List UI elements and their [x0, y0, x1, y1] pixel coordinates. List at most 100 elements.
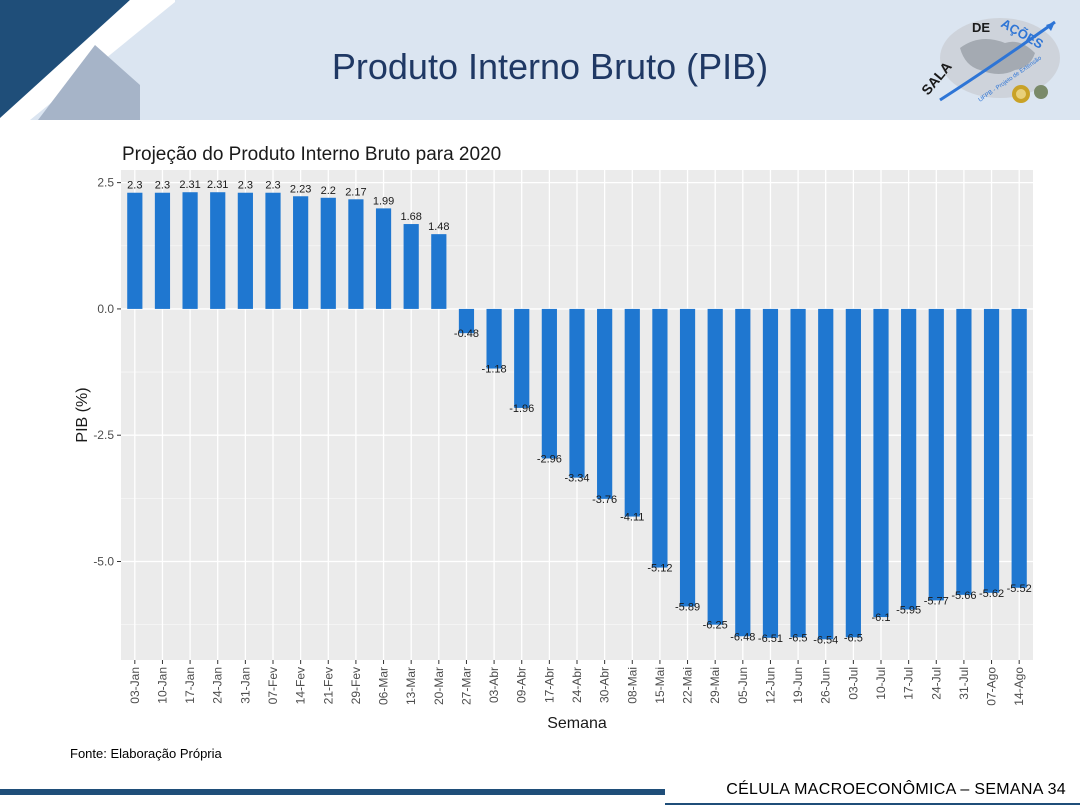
y-tick-label: 0.0: [97, 302, 114, 316]
svg-text:DE: DE: [972, 20, 990, 35]
bar: [624, 308, 640, 517]
x-tick-label: 30-Abr: [598, 667, 612, 703]
bar: [265, 192, 281, 309]
x-tick-label: 14-Ago: [1012, 667, 1026, 706]
bar-value-label: -6.25: [703, 620, 728, 632]
bar: [348, 199, 364, 309]
x-tick-label: 21-Fev: [321, 667, 335, 704]
bar-value-label: 2.31: [207, 179, 228, 191]
x-tick-label: 22-Mai: [681, 667, 695, 704]
bar-value-label: -5.52: [1007, 583, 1032, 595]
bar: [293, 196, 309, 309]
value-labels: 2.3 2.3 2.31 2.31 2.3 2.3 2.23 2.2 2.17 1.99 1.68 1…: [127, 179, 1032, 646]
bar-value-label: -4.11: [620, 512, 644, 524]
x-tick-label: 05-Jun: [736, 667, 750, 704]
bar: [735, 308, 751, 637]
bar-value-label: -6.5: [789, 632, 808, 644]
x-tick-label: 24-Jul: [929, 667, 943, 700]
bar-value-label: -5.12: [647, 563, 672, 575]
bar: [431, 234, 447, 309]
y-axis-title: PIB (%): [74, 387, 91, 442]
y-tick-label: 2.5: [97, 176, 114, 190]
pib-bar-chart: Projeção do Produto Interno Bruto para 2…: [74, 144, 1033, 732]
bar-value-label: -0.48: [454, 328, 479, 340]
x-tick-label: 09-Abr: [515, 667, 529, 703]
bar-value-label: 2.3: [265, 180, 280, 192]
bar-value-label: -5.89: [675, 601, 700, 613]
bar: [652, 308, 668, 568]
bar-value-label: 1.99: [373, 195, 394, 207]
bar-value-label: -5.66: [951, 590, 976, 602]
x-tick-label: 20-Mar: [432, 667, 446, 705]
slide-title: Produto Interno Bruto (PIB): [331, 46, 769, 87]
bar: [983, 308, 1000, 593]
bar: [375, 208, 392, 309]
bar-value-label: -1.96: [509, 403, 534, 415]
x-tick-label: 24-Jan: [211, 667, 225, 704]
bar: [928, 308, 944, 601]
x-tick-label: 17-Jul: [902, 667, 916, 700]
bar-value-label: 2.3: [238, 180, 253, 192]
x-tick-label: 07-Ago: [985, 667, 999, 706]
footer-text: CÉLULA MACROECONÔMICA – SEMANA 34: [726, 781, 1066, 798]
x-tick-label: 26-Jun: [819, 667, 833, 704]
x-tick-label: 31-Jul: [957, 667, 971, 700]
bar-value-label: 2.2: [321, 185, 336, 197]
bar: [514, 308, 530, 408]
x-tick-label: 24-Abr: [570, 667, 584, 703]
bar: [762, 308, 779, 638]
bar-value-label: -5.62: [979, 588, 1004, 600]
x-tick-label: 17-Abr: [542, 667, 556, 703]
bar: [679, 308, 696, 607]
x-tick-label: 29-Fev: [349, 667, 363, 704]
bar: [707, 308, 723, 625]
bar-value-label: -6.48: [730, 631, 755, 643]
footer-underline: [665, 803, 1080, 805]
bar: [210, 192, 226, 309]
x-tick-label: 03-Abr: [487, 667, 501, 703]
bar: [901, 308, 917, 610]
bar: [458, 308, 475, 334]
x-tick-label: 13-Mar: [404, 667, 418, 705]
bar: [569, 308, 585, 478]
bar: [1011, 308, 1027, 588]
bars: [127, 192, 1027, 640]
bar: [956, 308, 972, 595]
bar-value-label: 2.17: [345, 186, 366, 198]
bar: [320, 197, 336, 309]
bar: [154, 192, 171, 309]
bar-value-label: -1.18: [482, 364, 507, 376]
bar: [597, 308, 613, 499]
bar-value-label: 2.3: [155, 180, 170, 192]
bar: [845, 308, 861, 638]
bar: [873, 308, 889, 618]
x-tick-label: 17-Jan: [183, 667, 197, 704]
chart-container: Projeção do Produto Interno Bruto para 2…: [0, 130, 1080, 740]
x-axis: 03-Jan 10-Jan 17-Jan 24-Jan 31-Jan 07-Fev 14-F…: [128, 660, 1026, 706]
x-tick-label: 12-Jun: [763, 667, 777, 704]
slide-header: Produto Interno Bruto (PIB) SALA DE AÇÕE…: [0, 0, 1080, 120]
source-note: Fonte: Elaboração Própria: [70, 746, 222, 761]
bar: [403, 224, 419, 309]
bar-value-label: -6.1: [872, 612, 891, 624]
bar-value-label: 2.3: [127, 180, 142, 192]
x-tick-label: 19-Jun: [791, 667, 805, 704]
y-tick-label: -5.0: [93, 554, 114, 568]
sala-de-acoes-logo: SALA DE AÇÕES UFPB - Projeto de Extensão: [920, 16, 1060, 104]
bar: [790, 308, 806, 638]
corner-decoration: [0, 0, 175, 120]
x-tick-label: 14-Fev: [294, 667, 308, 704]
x-tick-label: 10-Jul: [874, 667, 888, 700]
x-tick-label: 15-Mai: [653, 667, 667, 704]
bar-value-label: 1.68: [400, 211, 421, 223]
bar: [541, 308, 557, 459]
x-tick-label: 29-Mai: [708, 667, 722, 704]
bar-value-label: 2.23: [290, 183, 311, 195]
bar-value-label: -6.5: [844, 632, 863, 644]
y-axis: 2.5 0.0 -2.5 -5.0: [93, 176, 121, 568]
bar-value-label: 1.48: [428, 221, 449, 233]
x-tick-label: 07-Fev: [266, 667, 280, 704]
bar-value-label: -5.95: [896, 604, 921, 616]
bar-value-label: -6.54: [813, 634, 838, 646]
x-tick-label: 27-Mar: [459, 667, 473, 705]
